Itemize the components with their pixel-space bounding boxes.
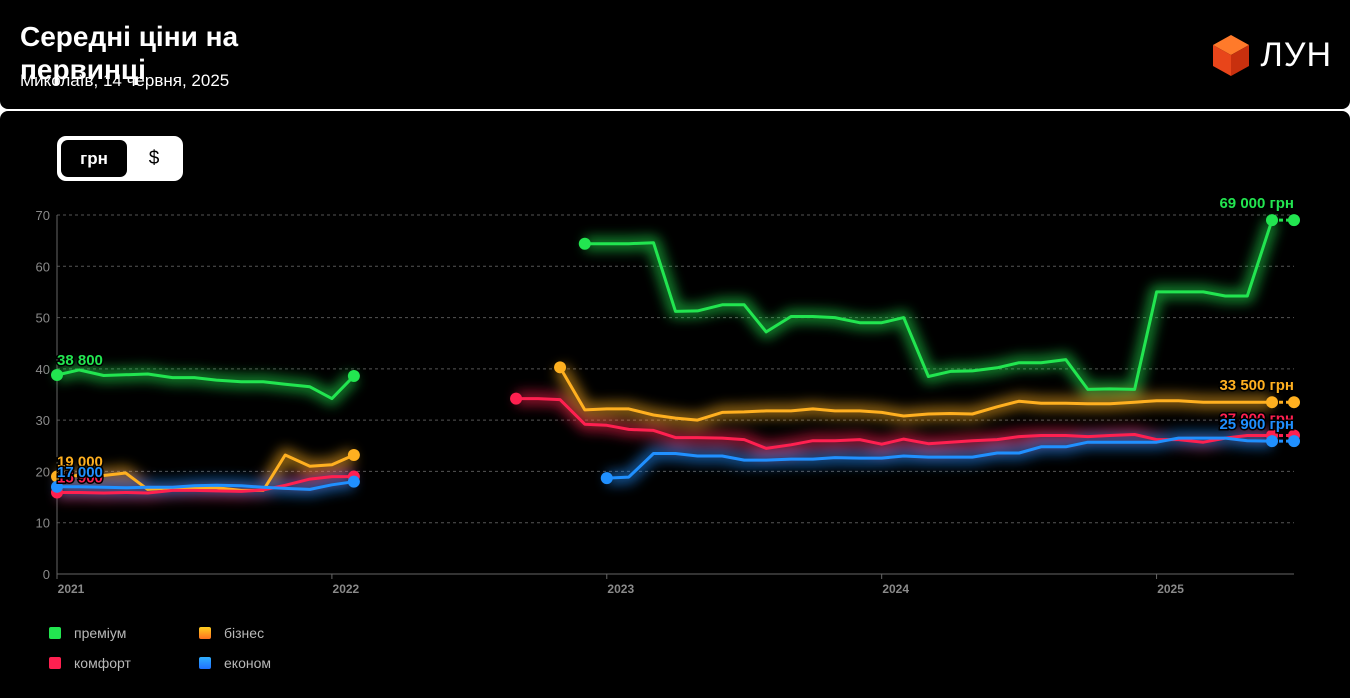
x-tick-label: 2023 [607, 582, 634, 596]
y-tick-label: 10 [36, 516, 50, 531]
series-start-point[interactable] [51, 470, 63, 483]
y-tick-label: 50 [36, 311, 50, 326]
x-tick-label: 2021 [58, 582, 85, 596]
x-tick-label: 2022 [333, 582, 360, 596]
legend-label: комфорт [74, 655, 131, 671]
series-line-3-1 [605, 436, 1274, 480]
brand-name: ЛУН [1260, 35, 1332, 74]
series-start-point[interactable] [51, 369, 63, 382]
y-tick-label: 70 [36, 208, 50, 223]
currency-toggle[interactable]: грн $ [57, 136, 183, 181]
series-end-point[interactable] [347, 449, 360, 462]
brand-logo[interactable]: ЛУН [1211, 33, 1332, 77]
series-last-label: 69 000 грн [1219, 195, 1294, 212]
series-projection-point[interactable] [1288, 214, 1300, 227]
legend-swatch-comfort [49, 657, 61, 669]
y-tick-label: 40 [36, 362, 50, 377]
series-first-label: 15 900 [57, 469, 103, 486]
series-start-point[interactable] [510, 392, 523, 405]
series-line-0-1 [583, 218, 1274, 391]
series-end-point[interactable] [347, 475, 360, 488]
legend-item-premium[interactable]: преміум [49, 625, 126, 641]
currency-usd-button[interactable]: $ [148, 147, 160, 169]
x-tick-label: 2024 [882, 582, 909, 596]
y-tick-label: 30 [36, 413, 50, 428]
series-first-label: 19 000 [57, 454, 103, 471]
legend-swatch-business [199, 627, 211, 639]
series-glow [584, 217, 1279, 397]
cube-logo-icon [1212, 35, 1249, 76]
legend-label: економ [224, 655, 271, 671]
series-line-1-0 [55, 453, 356, 492]
series-line-2-0 [55, 475, 356, 495]
y-tick-label: 60 [36, 259, 50, 274]
header: Середні ціни на первинці Миколаїв, 14 че… [0, 0, 1350, 109]
legend-swatch-econom [199, 657, 211, 669]
series-start-point[interactable] [51, 480, 63, 493]
series-line-1-1 [558, 365, 1274, 422]
series-line-0-0 [55, 368, 356, 401]
legend-label: бізнес [224, 625, 265, 641]
series-start-point[interactable] [578, 237, 591, 250]
series-last-label: 25 900 грн [1219, 416, 1294, 433]
legend-label: преміум [74, 625, 127, 641]
series-first-label: 38 800 [57, 352, 103, 369]
series-last-label: 33 500 грн [1219, 377, 1294, 394]
x-tick-label: 2025 [1157, 582, 1184, 596]
series-end-point[interactable] [347, 370, 360, 383]
legend-item-comfort[interactable]: комфорт [49, 655, 131, 671]
y-tick-label: 0 [43, 567, 50, 582]
series-line-3-0 [55, 480, 356, 491]
series-line-2-1 [514, 397, 1274, 450]
series-start-point[interactable] [600, 472, 613, 485]
series-last-label: 27 000 грн [1219, 411, 1294, 428]
series-projection-point[interactable] [1288, 396, 1300, 409]
series-projection-point[interactable] [1288, 435, 1300, 448]
series-first-label: 17 000 [57, 464, 103, 481]
currency-uah-button[interactable]: грн [61, 140, 127, 177]
series-glow [553, 363, 1272, 428]
legend-item-econom[interactable]: економ [199, 655, 271, 671]
y-tick-label: 20 [36, 464, 50, 479]
page-title: Середні ціни на первинці [20, 21, 239, 85]
series-start-point[interactable] [554, 361, 567, 374]
legend-item-business[interactable]: бізнес [199, 625, 264, 641]
page-subtitle: Миколаїв, 14 червня, 2025 [20, 71, 230, 90]
legend-swatch-premium [49, 627, 61, 639]
